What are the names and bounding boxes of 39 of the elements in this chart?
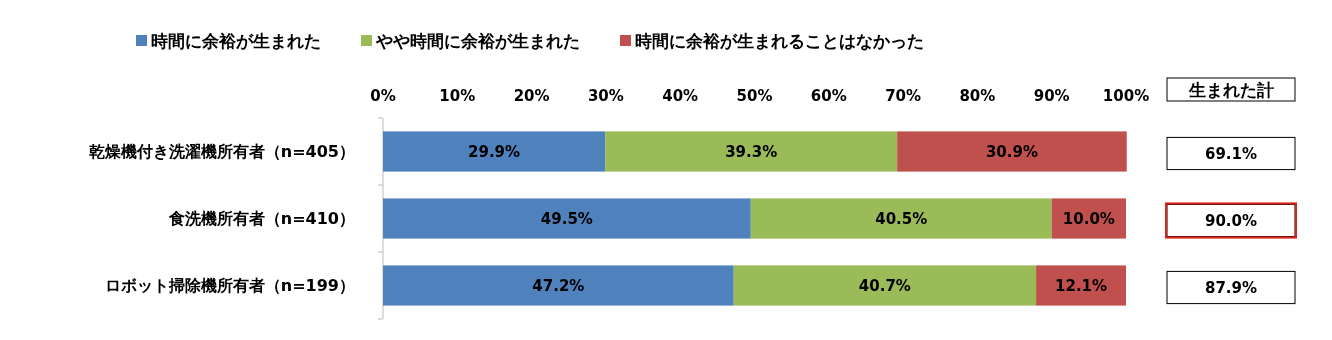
x-tick-label: 40% — [662, 87, 699, 106]
text: 生まれた計 — [1187, 79, 1274, 100]
y-tick-label: ロボット掃除機所有者（n=199） — [104, 276, 355, 296]
x-tick-label: 60% — [810, 87, 847, 106]
data-label: 12.1% — [1055, 276, 1108, 295]
data-label: 49.5% — [540, 209, 593, 228]
bar — [383, 265, 734, 306]
data-label: 40.5% — [875, 209, 928, 228]
bar — [605, 131, 898, 172]
x-tick-label: 90% — [1033, 87, 1070, 106]
x-tick-label: 0% — [370, 87, 396, 106]
data-label: 29.9% — [468, 142, 521, 161]
bar — [733, 265, 1037, 306]
legend-label: やや時間に余裕が生まれた — [375, 30, 580, 51]
legend-label: 時間に余裕が生まれた — [151, 30, 321, 51]
bar — [750, 198, 1052, 239]
x-tick-label: 30% — [587, 87, 624, 106]
text: 87.9% — [1204, 278, 1258, 297]
text: 90.0% — [1204, 211, 1258, 230]
y-tick-label: 乾燥機付き洗濯機所有者（n=405） — [88, 142, 355, 162]
data-label: 39.3% — [725, 142, 778, 161]
x-tick-label: 10% — [439, 87, 476, 106]
data-label: 10.0% — [1062, 209, 1115, 228]
x-tick-label: 70% — [885, 87, 922, 106]
data-label: 47.2% — [532, 276, 585, 295]
bar — [1036, 265, 1126, 306]
bar — [383, 131, 606, 172]
x-tick-label: 50% — [736, 87, 773, 106]
data-label: 30.9% — [985, 142, 1038, 161]
legend-label: 時間に余裕が生まれることはなかった — [635, 30, 924, 51]
y-tick-label: 食洗機所有者（n=410） — [167, 209, 355, 229]
text: 69.1% — [1204, 144, 1258, 163]
x-tick-label: 80% — [959, 87, 996, 106]
bar — [1051, 198, 1126, 239]
x-tick-label: 100% — [1102, 87, 1150, 106]
data-label: 40.7% — [858, 276, 911, 295]
x-tick-label: 20% — [513, 87, 550, 106]
bar — [383, 198, 751, 239]
bar — [897, 131, 1127, 172]
